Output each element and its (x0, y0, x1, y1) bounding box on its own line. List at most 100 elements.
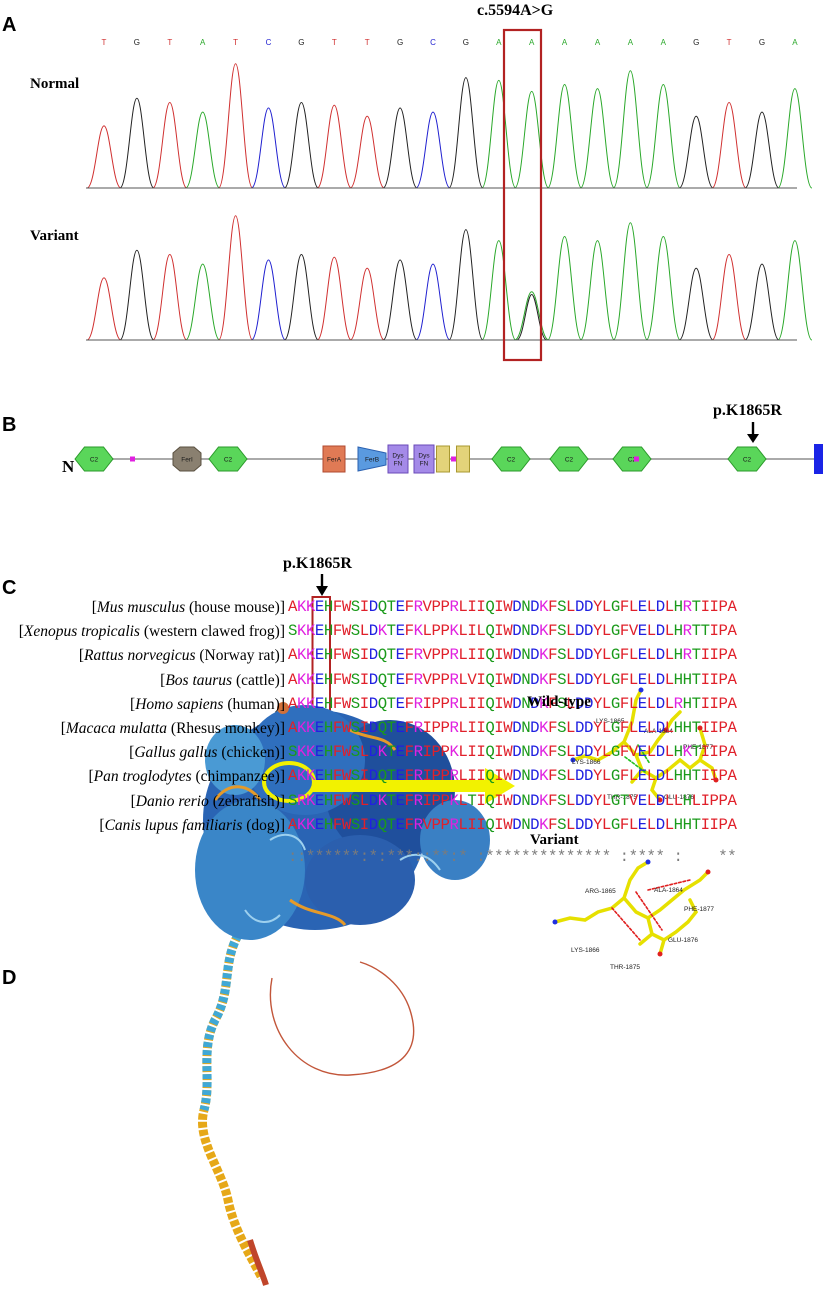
mutation-label-c: p.K1865R (283, 555, 352, 572)
domain-label-0: C2 (90, 457, 99, 464)
trace-peak-18 (678, 267, 714, 341)
sequence-row-6: SKKEHFWSLDKTEFRIPPKLIIQIWDNDKFSLDDYLGFVE… (288, 743, 737, 762)
domain-shape-0 (74, 446, 114, 472)
variant-highlight-box (502, 28, 543, 362)
var-residue-label-0: ARG-1865 (585, 888, 616, 895)
base-call-7: T (332, 38, 337, 47)
trace-peak-2 (152, 101, 188, 189)
wildtype-label: Wild-type (527, 694, 591, 710)
variant-stick-model (552, 859, 711, 957)
domain-shape-3 (322, 445, 346, 473)
base-call-0: T (102, 38, 107, 47)
trace-peak-11 (448, 229, 484, 341)
domain-label-10: C2 (565, 457, 574, 464)
trace-peak-4 (218, 215, 254, 341)
wt-residue-label-4: THR-1875 (607, 794, 637, 801)
wt-residue-label-1: ALA-1864 (644, 728, 673, 735)
trace-peak-17 (645, 83, 681, 189)
domain-shape-8 (456, 445, 470, 473)
trace-peak-14 (547, 235, 583, 341)
base-call-14: A (562, 38, 568, 47)
domain-shape-7 (436, 445, 450, 473)
trace-peak-3 (185, 111, 221, 189)
domain-shape-6 (413, 444, 435, 474)
domain-label-6: FN (420, 461, 429, 468)
base-call-8: T (365, 38, 370, 47)
variant-structure-label: Variant (530, 832, 579, 848)
panel-d-letter: D (2, 967, 17, 989)
sequence-row-1: SKKEHFWSLDKTEFKLPPKLILQIWDNDKFSLDDYLGFVE… (288, 622, 737, 641)
domain-label-9: C2 (507, 457, 516, 464)
trace-peak-1 (119, 97, 155, 189)
base-call-15: A (595, 38, 601, 47)
base-call-19: T (727, 38, 732, 47)
trace-peak-13 (514, 90, 550, 189)
var-residue-label-1: ALA-1864 (654, 887, 683, 894)
chromatogram-variant (86, 215, 813, 341)
domain-label-6: Dys (418, 453, 430, 460)
species-label-6: [Gallus gallus (chicken)] (129, 744, 285, 762)
trace-peak-10 (415, 263, 451, 341)
base-call-13: A (529, 38, 535, 47)
variant-row-label: Variant (30, 228, 79, 244)
sequence-row-4: AKKEHFWSIDQTEFRIPPRLIIQIWDNDKFSLDDYLGFLE… (288, 694, 737, 713)
trace-peak-20 (744, 263, 780, 341)
domain-shape-1 (172, 446, 202, 472)
trace-peak-17 (645, 235, 681, 341)
mutation-label-b: p.K1865R (713, 402, 782, 419)
trace-peak-9 (382, 259, 418, 341)
trace-peak-6 (283, 101, 319, 189)
species-label-2: [Rattus norvegicus (Norway rat)] (78, 647, 285, 665)
trace-peak-7 (316, 104, 352, 189)
base-call-16: A (628, 38, 634, 47)
trace-peak-6 (283, 253, 319, 341)
trace-peak-3 (185, 263, 221, 341)
n-terminal-label: N (62, 457, 75, 476)
domain-shape-10 (549, 446, 589, 472)
base-call-21: A (792, 38, 798, 47)
trace-peak-13 (514, 291, 549, 341)
base-call-11: G (463, 38, 469, 47)
trace-peak-5 (251, 107, 286, 189)
domain-shape-4 (357, 446, 387, 472)
panel-c-letter: C (2, 577, 17, 599)
trace-peak-11 (448, 77, 484, 189)
chromatogram-normal (86, 63, 813, 189)
trace-peak-12 (481, 79, 517, 189)
species-label-3: [Bos taurus (cattle)] (160, 671, 285, 689)
domain-label-2: C2 (224, 457, 233, 464)
mutation-arrow-c-head (316, 586, 328, 596)
var-residue-label-2: PHE-1877 (684, 906, 714, 913)
mutation-arrow-b-head (747, 434, 759, 443)
wt-residue-label-2: PHE-1877 (683, 744, 713, 751)
trace-peak-9 (382, 107, 418, 189)
species-label-0: [Mus musculus (house mouse)] (91, 599, 285, 616)
base-call-3: A (200, 38, 206, 47)
conservation-line: ::******:*:***::**:* :************** :**… (288, 848, 737, 866)
trace-peak-15 (580, 88, 615, 189)
base-call-2: T (167, 38, 172, 47)
species-label-1: [Xenopus tropicalis (western clawed frog… (18, 623, 285, 641)
trace-peak-8 (349, 267, 385, 341)
trace-peak-secondary (516, 293, 548, 341)
sequence-row-3: AKKEHFWSIDQTEFRVPPRLVIQIWDNDKFSLDDYLGFLE… (288, 670, 737, 689)
variant-position-label: c.5594A>G (477, 2, 554, 19)
domain-label-5: FN (394, 461, 403, 468)
base-call-6: G (298, 38, 304, 47)
base-call-9: G (397, 38, 403, 47)
domain-label-3: FerA (327, 457, 342, 464)
species-label-9: [Canis lupus familiaris (dog)] (99, 816, 285, 834)
trace-peak-10 (415, 111, 451, 189)
trace-peak-1 (119, 249, 155, 341)
domain-label-12: C2 (743, 457, 752, 464)
domain-label-1: FerI (181, 457, 193, 464)
base-call-5: C (266, 38, 272, 47)
species-label-8: [Danio rerio (zebrafish)] (130, 792, 285, 810)
trace-peak-19 (711, 101, 747, 189)
trace-peak-0 (86, 277, 122, 341)
normal-row-label: Normal (30, 76, 80, 92)
trace-peak-16 (612, 222, 648, 341)
trace-peak-21 (777, 240, 813, 341)
trace-peak-14 (547, 83, 583, 189)
